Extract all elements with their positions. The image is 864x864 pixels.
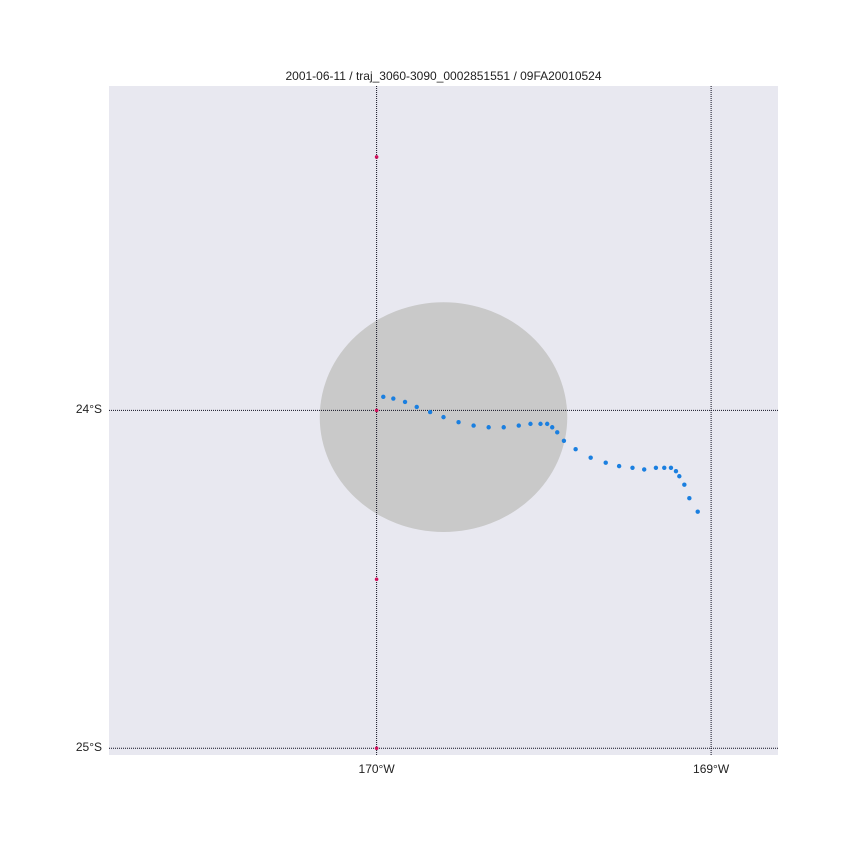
station-marker bbox=[374, 408, 379, 413]
trajectory-point bbox=[441, 414, 446, 420]
lon-tick-label-170w: 170°W bbox=[358, 762, 395, 776]
trajectory-point bbox=[427, 409, 433, 415]
trajectory-point bbox=[402, 399, 408, 405]
trajectory-point bbox=[550, 425, 555, 430]
trajectory-point bbox=[687, 496, 692, 501]
trajectory-point bbox=[391, 396, 396, 401]
trajectory-point bbox=[662, 465, 667, 471]
lat-tick-label-25s: 25°S bbox=[75, 740, 102, 755]
trajectory-point bbox=[673, 468, 679, 474]
graticule bbox=[109, 86, 778, 755]
trajectory-point bbox=[561, 438, 567, 443]
trajectory-point bbox=[677, 474, 682, 479]
trajectory-point bbox=[603, 460, 608, 465]
station-marker bbox=[374, 746, 379, 751]
trajectory-point bbox=[573, 447, 578, 452]
trajectory-point bbox=[528, 421, 533, 427]
lon-tick-label-169w: 169°W bbox=[693, 762, 730, 776]
trajectory-point bbox=[538, 421, 543, 427]
trajectory-point bbox=[471, 423, 476, 428]
station-marker bbox=[374, 577, 379, 582]
lat-tick-label-24s: 24°S bbox=[75, 402, 102, 417]
trajectory-point bbox=[516, 423, 521, 428]
trajectory-point bbox=[414, 404, 419, 410]
map-title: 2001-06-11 / traj_3060-3090_0002851551 /… bbox=[285, 69, 602, 83]
trajectory-point bbox=[456, 419, 461, 425]
trajectory-point bbox=[486, 425, 491, 430]
trajectory-point bbox=[682, 482, 687, 487]
trajectory-point bbox=[588, 455, 593, 460]
trajectory-point bbox=[642, 467, 647, 472]
trajectory-point bbox=[381, 394, 386, 400]
trajectory-track bbox=[381, 394, 700, 514]
trajectory-point bbox=[544, 421, 550, 427]
trajectory-point bbox=[616, 463, 622, 469]
trajectory-point bbox=[501, 425, 506, 430]
trajectory-point bbox=[668, 465, 674, 471]
trajectory-point bbox=[555, 430, 560, 435]
station-markers bbox=[374, 155, 379, 751]
trajectory-point bbox=[653, 465, 659, 471]
station-marker bbox=[374, 155, 379, 159]
trajectory-point bbox=[630, 465, 635, 471]
trajectory-point bbox=[695, 509, 700, 514]
